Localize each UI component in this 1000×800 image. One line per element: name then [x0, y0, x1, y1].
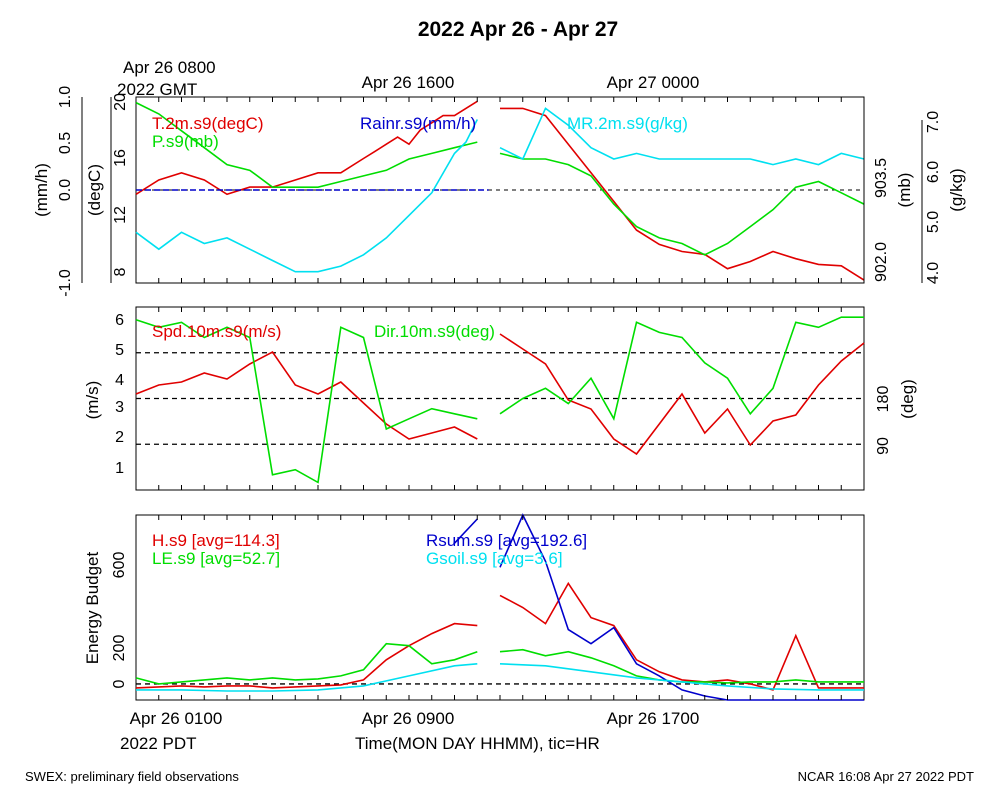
mixing-ratio-tick-label: 4.0 — [925, 262, 942, 284]
legend-mixing-ratio: MR.2m.s9(g/kg) — [567, 114, 688, 133]
series-line-p1-s1 — [135, 316, 864, 484]
pdt-mid-label: Apr 26 0900 — [362, 709, 455, 728]
legend-pressure: P.s9(mb) — [152, 132, 219, 151]
speed-tick-label: 5 — [115, 342, 124, 359]
legend-temperature: T.2m.s9(degC) — [152, 114, 263, 133]
temp-tick-labels: 8 12 16 20 — [112, 93, 129, 276]
pdt-first-line1: Apr 26 0100 — [130, 709, 223, 728]
temp-tick-label: 8 — [112, 267, 129, 276]
temp-tick-label: 16 — [112, 149, 129, 167]
x-axis-label: Time(MON DAY HHMM), tic=HR — [355, 734, 600, 753]
pdt-first-line2: 2022 PDT — [120, 734, 197, 753]
speed-tick-label: 3 — [115, 399, 124, 416]
mixing-ratio-tick-label: 5.0 — [925, 211, 942, 233]
rain-tick-label: 0.0 — [57, 179, 74, 201]
mixing-ratio-tick-label: 6.0 — [925, 161, 942, 183]
direction-tick-labels: 90 180 — [875, 386, 892, 455]
rain-tick-labels: -1.0 0.0 0.5 1.0 — [57, 86, 74, 297]
temp-axis-label: (degC) — [85, 164, 104, 216]
speed-tick-labels: 1 2 3 4 5 6 — [115, 312, 124, 477]
series-line-p0-s3 — [135, 107, 865, 273]
legend-radiation-sum: Rsum.s9 [avg=192.6] — [426, 531, 587, 550]
gmt-first-line1: Apr 26 0800 — [123, 58, 216, 77]
footer-left-note: SWEX: preliminary field observations — [25, 769, 239, 784]
pdt-last-label: Apr 26 1700 — [607, 709, 700, 728]
legend-latent-heat: LE.s9 [avg=52.7] — [152, 549, 280, 568]
energy-tick-label: 600 — [111, 552, 128, 579]
speed-tick-label: 2 — [115, 429, 124, 446]
axis-ticks — [135, 97, 865, 700]
footer-right-note: NCAR 16:08 Apr 27 2022 PDT — [798, 769, 974, 784]
pressure-tick-labels: 902.0 903.5 — [873, 158, 890, 282]
gmt-first-line2: 2022 GMT — [117, 80, 197, 99]
reference-lines — [136, 189, 864, 685]
chart-title: 2022 Apr 26 - Apr 27 — [418, 18, 618, 41]
pressure-axis-label: (mb) — [895, 173, 914, 208]
series-line-p2-s0 — [135, 581, 864, 691]
pressure-tick-label: 903.5 — [873, 158, 890, 198]
legend-wind-speed: Spd.10m.s9(m/s) — [152, 322, 281, 341]
rain-axis-label: (mm/h) — [32, 163, 51, 217]
rain-tick-label: 1.0 — [57, 86, 74, 108]
rain-tick-label: -1.0 — [57, 269, 74, 297]
mixing-ratio-axis-label: (g/kg) — [947, 168, 966, 211]
pressure-tick-label: 902.0 — [873, 242, 890, 282]
temp-tick-label: 20 — [112, 93, 129, 111]
speed-axis-label: (m/s) — [83, 381, 102, 420]
energy-tick-labels: 0 200 600 — [111, 552, 128, 689]
direction-tick-label: 180 — [875, 386, 892, 413]
temp-tick-label: 12 — [112, 206, 129, 224]
speed-tick-label: 6 — [115, 312, 124, 329]
direction-axis-label: (deg) — [898, 379, 917, 419]
series-line-p0-s1 — [135, 101, 865, 256]
speed-tick-label: 1 — [115, 460, 124, 477]
legend-soil-heat: Gsoil.s9 [avg=3.6] — [426, 549, 563, 568]
direction-tick-label: 90 — [875, 437, 892, 455]
legend-wind-direction: Dir.10m.s9(deg) — [374, 322, 495, 341]
energy-axis-label: Energy Budget — [83, 551, 102, 664]
mixing-ratio-tick-label: 7.0 — [925, 111, 942, 133]
speed-tick-label: 4 — [115, 372, 124, 389]
series-line-p2-s3 — [136, 663, 864, 692]
series-line-p1-s0 — [135, 333, 865, 456]
gmt-last-label: Apr 27 0000 — [607, 73, 700, 92]
energy-tick-label: 0 — [111, 679, 128, 688]
series-lines — [135, 100, 865, 701]
series-line-p0-s0 — [135, 100, 865, 281]
legend-sensible-heat: H.s9 [avg=114.3] — [152, 531, 280, 550]
rain-tick-label: 0.5 — [57, 132, 74, 154]
legend-rain-rate: Rainr.s9(mm/h) — [360, 114, 476, 133]
energy-tick-label: 200 — [111, 635, 128, 662]
series-line-p2-s2 — [453, 513, 864, 701]
gmt-mid-label: Apr 26 1600 — [362, 73, 455, 92]
mixing-ratio-tick-labels: 4.0 5.0 6.0 7.0 — [925, 111, 942, 284]
